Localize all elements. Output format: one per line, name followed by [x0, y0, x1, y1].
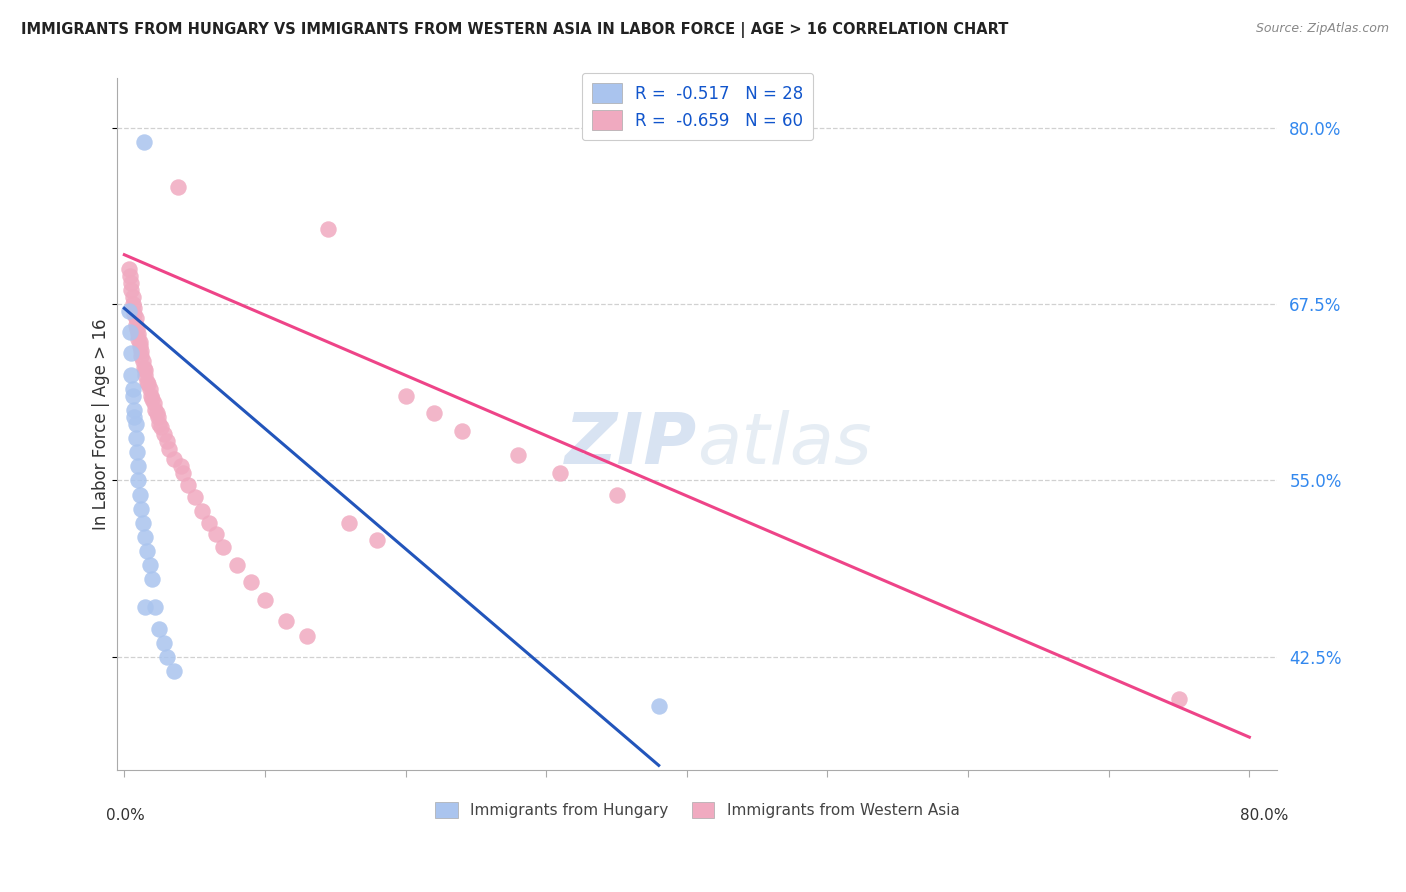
Point	[394, 389, 416, 403]
Point	[162, 664, 184, 678]
Point	[129, 501, 152, 516]
Point	[648, 699, 671, 714]
Point	[128, 335, 150, 350]
Point	[120, 276, 142, 290]
Point	[274, 615, 297, 629]
Text: atlas: atlas	[697, 410, 872, 479]
Point	[127, 474, 149, 488]
Point	[155, 649, 177, 664]
Point	[157, 442, 180, 457]
Point	[172, 467, 194, 481]
Point	[176, 477, 198, 491]
Point	[136, 377, 159, 392]
Point	[253, 593, 276, 607]
Point	[118, 326, 141, 340]
Point	[121, 297, 143, 311]
Point	[141, 392, 163, 406]
Point	[135, 544, 157, 558]
Point	[152, 426, 174, 441]
Point	[117, 304, 139, 318]
Point	[117, 261, 139, 276]
Point	[211, 540, 233, 554]
Point	[506, 448, 529, 462]
Point	[143, 403, 166, 417]
Point	[141, 572, 163, 586]
Point	[121, 382, 143, 396]
Point	[139, 389, 162, 403]
Text: 0.0%: 0.0%	[107, 808, 145, 823]
Point	[142, 396, 165, 410]
Point	[166, 180, 188, 194]
Point	[422, 406, 444, 420]
Point	[129, 343, 152, 358]
Point	[337, 516, 360, 530]
Point	[131, 353, 153, 368]
Point	[145, 406, 167, 420]
Point	[316, 222, 339, 236]
Point	[128, 339, 150, 353]
Point	[239, 574, 262, 589]
Point	[190, 504, 212, 518]
Point	[120, 283, 142, 297]
Point	[122, 409, 145, 424]
Text: IMMIGRANTS FROM HUNGARY VS IMMIGRANTS FROM WESTERN ASIA IN LABOR FORCE | AGE > 1: IMMIGRANTS FROM HUNGARY VS IMMIGRANTS FR…	[21, 22, 1008, 38]
Point	[134, 368, 156, 382]
Point	[122, 301, 145, 316]
Point	[129, 349, 152, 363]
Point	[606, 487, 628, 501]
Point	[121, 389, 143, 403]
Legend: R =  -0.517   N = 28, R =  -0.659   N = 60: R = -0.517 N = 28, R = -0.659 N = 60	[582, 73, 813, 140]
Text: ZIP: ZIP	[565, 410, 697, 479]
Point	[128, 487, 150, 501]
Point	[148, 417, 170, 431]
Y-axis label: In Labor Force | Age > 16: In Labor Force | Age > 16	[93, 318, 110, 530]
Point	[131, 516, 153, 530]
Point	[162, 452, 184, 467]
Point	[169, 459, 191, 474]
Point	[121, 290, 143, 304]
Point	[134, 363, 156, 377]
Text: Source: ZipAtlas.com: Source: ZipAtlas.com	[1256, 22, 1389, 36]
Point	[134, 600, 156, 615]
Point	[138, 382, 160, 396]
Point	[122, 307, 145, 321]
Point	[149, 419, 172, 434]
Point	[132, 135, 155, 149]
Point	[127, 332, 149, 346]
Point	[152, 635, 174, 649]
Point	[146, 409, 169, 424]
Point	[120, 346, 142, 360]
Point	[125, 322, 148, 336]
Point	[204, 527, 226, 541]
Point	[124, 311, 146, 326]
Point	[124, 431, 146, 445]
Point	[295, 629, 318, 643]
Point	[155, 434, 177, 448]
Point	[125, 445, 148, 459]
Text: 80.0%: 80.0%	[1240, 808, 1288, 823]
Point	[148, 622, 170, 636]
Point	[132, 360, 155, 375]
Point	[197, 516, 219, 530]
Point	[548, 467, 571, 481]
Point	[225, 558, 247, 572]
Point	[118, 268, 141, 283]
Point	[127, 459, 149, 474]
Point	[124, 417, 146, 431]
Point	[183, 491, 205, 505]
Point	[122, 403, 145, 417]
Point	[1168, 692, 1191, 706]
Point	[124, 318, 146, 333]
Point	[450, 424, 472, 438]
Point	[134, 530, 156, 544]
Point	[143, 600, 166, 615]
Point	[127, 326, 149, 341]
Point	[138, 558, 160, 572]
Point	[135, 375, 157, 389]
Point	[120, 368, 142, 382]
Point	[366, 533, 388, 547]
